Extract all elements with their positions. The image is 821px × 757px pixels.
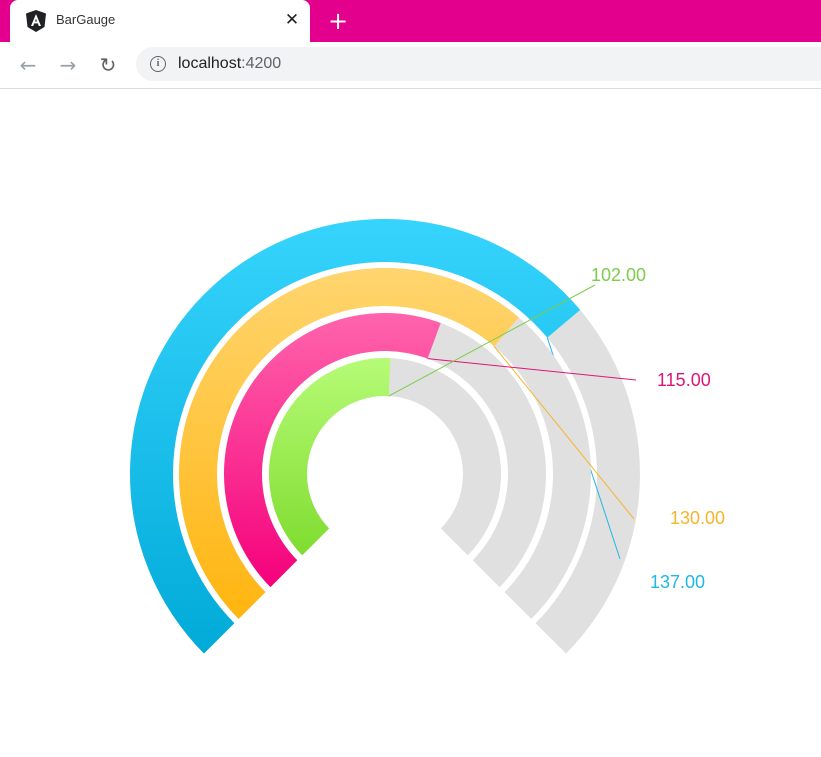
gauge-separator: [301, 527, 332, 558]
gauge-separator: [438, 527, 469, 558]
reload-icon[interactable]: ↻: [99, 53, 117, 77]
gauge-bar: [224, 313, 441, 588]
value-label-connector: [388, 284, 596, 397]
gauge-bar: [179, 268, 519, 620]
value-label: 115.00: [657, 370, 711, 390]
close-icon[interactable]: ✕: [284, 10, 300, 30]
url-text: localhost:4200: [178, 55, 281, 73]
value-label: 130.00: [670, 508, 725, 528]
url-host: localhost: [178, 55, 242, 72]
forward-icon[interactable]: →: [59, 53, 77, 77]
gauge-separator: [269, 559, 300, 590]
new-tab-button[interactable]: +: [327, 7, 349, 35]
gauge-separator: [502, 591, 533, 622]
page-content: 137.00 130.00 115.00 102.00: [0, 89, 821, 757]
gauge-separator: [470, 559, 501, 590]
tab-title: BarGauge: [56, 12, 116, 27]
gauge-bar: [130, 219, 581, 655]
value-label-connector: [427, 358, 637, 381]
gauge-separator: [533, 622, 567, 656]
back-icon[interactable]: ←: [19, 53, 37, 77]
address-bar[interactable]: i localhost:4200: [136, 47, 821, 81]
url-port: :4200: [241, 55, 282, 72]
angular-logo-icon: [26, 10, 46, 32]
gauge-separator: [237, 591, 268, 622]
value-label: 137.00: [650, 572, 705, 592]
browser-tab[interactable]: BarGauge ✕: [10, 0, 310, 42]
value-label: 102.00: [591, 265, 646, 285]
browser-toolbar: ← → ↻ i localhost:4200: [0, 42, 821, 89]
info-icon[interactable]: i: [150, 56, 166, 72]
bar-gauge-chart: 137.00 130.00 115.00 102.00: [130, 219, 725, 656]
tab-strip: BarGauge ✕ +: [0, 0, 821, 42]
gauge-bar: [269, 358, 391, 557]
gauge-separator: [203, 622, 237, 656]
value-label-connector: [493, 345, 635, 520]
